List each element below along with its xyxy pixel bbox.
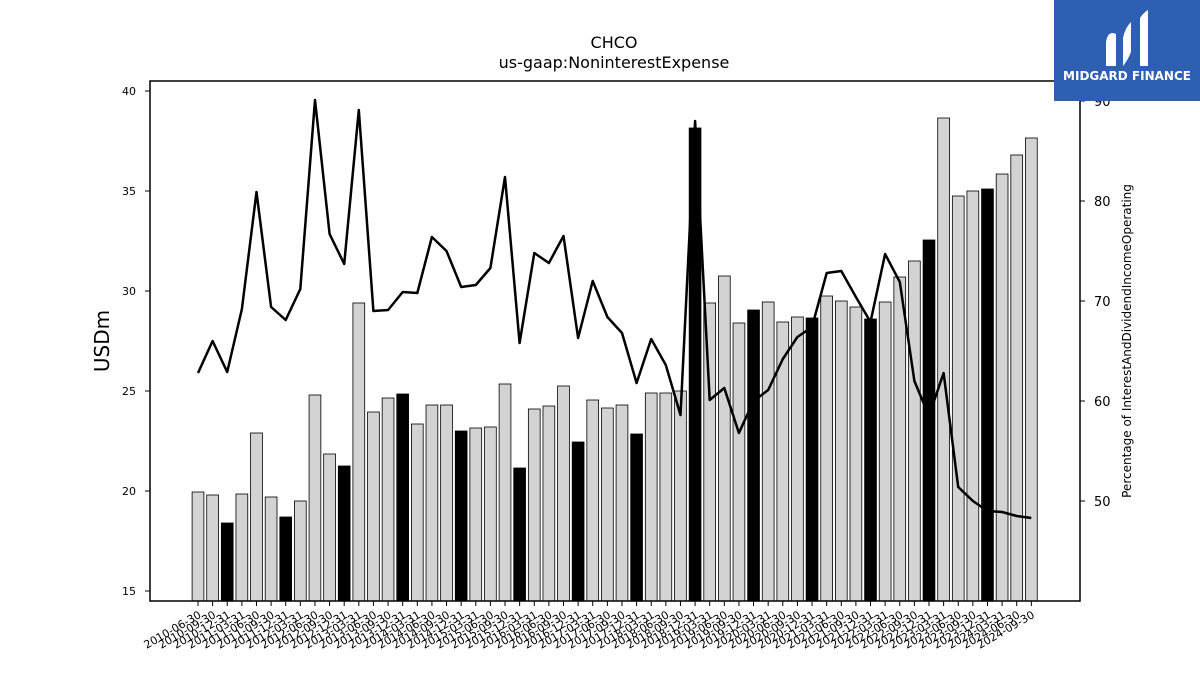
bar: [791, 316, 804, 602]
bar: [250, 432, 263, 602]
bar: [761, 301, 775, 602]
bar: [279, 516, 293, 602]
bar: [981, 188, 994, 602]
bar: [410, 423, 424, 602]
bar: [1025, 137, 1038, 602]
bar: [469, 427, 483, 602]
bar: [937, 117, 950, 602]
y-tick-label: 40: [122, 85, 136, 98]
bar: [908, 260, 921, 602]
bar: [922, 239, 936, 602]
bar: [542, 405, 556, 602]
bar: [264, 496, 278, 602]
bar: [557, 385, 570, 602]
bar-series: [191, 117, 1038, 602]
y2-tick-label: 60: [1094, 395, 1111, 410]
bar: [732, 322, 746, 602]
bar: [747, 309, 760, 602]
bar: [571, 441, 585, 602]
bar: [893, 276, 907, 602]
bar: [294, 500, 307, 602]
bar: [308, 394, 322, 602]
bar: [484, 426, 497, 602]
bar: [1010, 154, 1024, 602]
y-tick-label: 25: [122, 385, 136, 398]
bar: [381, 397, 395, 602]
bar: [425, 404, 439, 602]
bar: [337, 465, 351, 602]
bar: [601, 407, 614, 602]
y-tick-label: 35: [122, 185, 136, 198]
axes: 15202530354050607080902010-06-302010-09-…: [122, 80, 1111, 652]
bar: [323, 453, 336, 602]
bar: [849, 306, 863, 602]
bar: [659, 392, 673, 602]
bar: [440, 404, 453, 602]
bar: [513, 467, 526, 602]
y2-tick-label: 50: [1094, 495, 1111, 510]
bar: [951, 195, 965, 602]
plot-frame: [149, 80, 1081, 602]
bar: [498, 383, 512, 602]
bar: [220, 522, 234, 602]
bar: [615, 404, 629, 602]
y2-tick-label: 80: [1094, 195, 1111, 210]
bar: [396, 393, 409, 602]
y-tick-label: 20: [122, 485, 136, 498]
y-tick-label: 15: [122, 585, 136, 598]
line-path: [196, 98, 1032, 520]
bar: [367, 411, 380, 602]
y-tick-label: 30: [122, 285, 136, 298]
bar: [352, 302, 366, 602]
bar: [820, 295, 833, 602]
bar: [995, 173, 1009, 602]
bar: [878, 301, 892, 602]
bar: [966, 190, 980, 602]
brand-name: MIDGARD FINANCE: [1063, 69, 1191, 83]
bar: [527, 408, 541, 602]
y2-tick-label: 70: [1094, 295, 1111, 310]
bar: [805, 317, 819, 602]
bar: [674, 390, 687, 602]
bar: [235, 493, 249, 602]
bar: [454, 430, 468, 602]
brand-mark-icon: [1106, 10, 1148, 66]
y-axis-label: USDm: [90, 310, 114, 372]
bar: [206, 494, 219, 602]
line-series: [196, 98, 1032, 520]
bar: [703, 302, 716, 602]
bar: [586, 399, 600, 602]
bar: [191, 491, 205, 602]
brand-logo: MIDGARD FINANCE: [1054, 0, 1200, 101]
y2-axis-label: Percentage of InterestAndDividendIncomeO…: [1120, 184, 1134, 498]
bar: [644, 392, 658, 602]
chart-title: CHCO: [591, 33, 638, 52]
bar: [776, 321, 790, 602]
bar: [864, 318, 877, 602]
bar: [630, 433, 643, 602]
chart-subtitle: us-gaap:NoninterestExpense: [499, 53, 730, 72]
bar: [718, 275, 731, 602]
bar: [834, 300, 848, 602]
